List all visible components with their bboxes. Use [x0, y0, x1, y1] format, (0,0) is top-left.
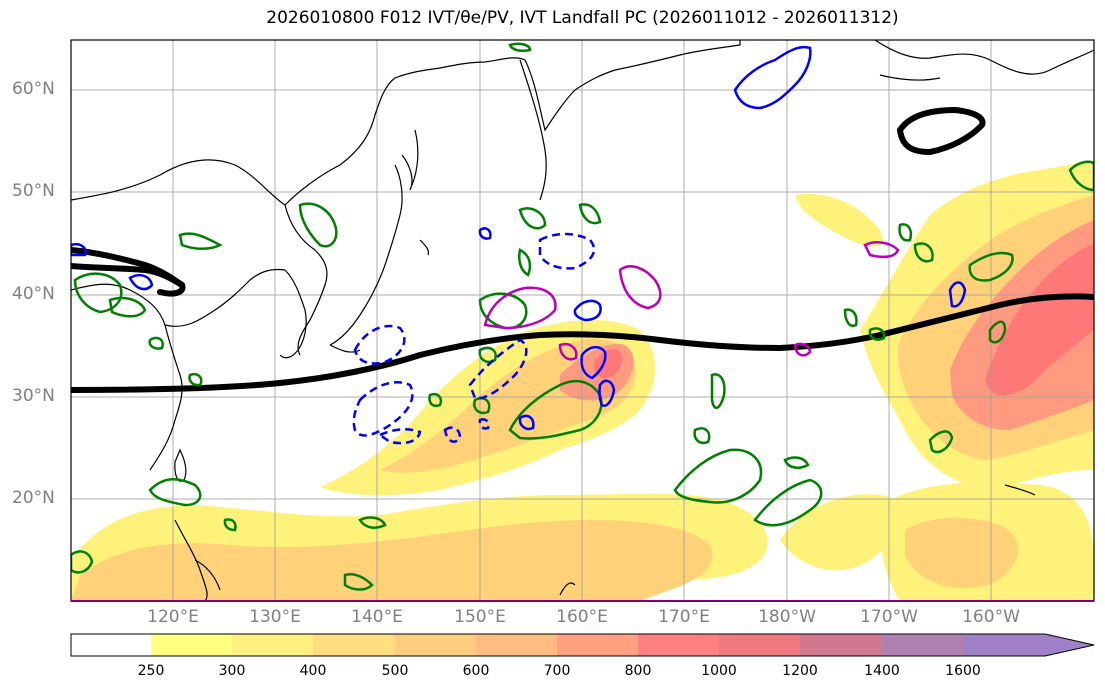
lon-label-160e: 160°E	[556, 607, 608, 627]
lat-label-40n: 40°N	[12, 284, 55, 304]
lon-label-150e: 150°E	[454, 607, 506, 627]
lat-label-50n: 50°N	[12, 181, 55, 201]
lon-label-170e: 170°E	[658, 607, 710, 627]
lon-label-180w: 180°W	[758, 607, 816, 627]
landfall-pc-contour	[71, 106, 1094, 393]
colorbar	[70, 633, 1095, 657]
lat-label-20n: 20°N	[12, 488, 55, 508]
lon-label-160w: 160°W	[962, 607, 1020, 627]
theta-e-contours	[71, 42, 1094, 591]
colorbar-label-400: 400	[299, 663, 327, 679]
colorbar-label-300: 300	[218, 663, 246, 679]
colorbar-label-250: 250	[137, 663, 165, 679]
pv-contours-dashed	[352, 232, 596, 445]
magenta-contours	[483, 241, 900, 361]
map-plot-area	[71, 40, 1094, 601]
lon-label-140e: 140°E	[351, 607, 403, 627]
lon-label-130e: 130°E	[249, 607, 301, 627]
colorbar-label-1200: 1200	[782, 663, 818, 679]
pv-contours-solid	[71, 45, 967, 431]
colorbar-label-500: 500	[381, 663, 409, 679]
lat-label-30n: 30°N	[12, 386, 55, 406]
colorbar-label-800: 800	[624, 663, 652, 679]
colorbar-label-1000: 1000	[701, 663, 737, 679]
lon-label-170w: 170°W	[860, 607, 918, 627]
graticule	[71, 40, 1094, 601]
lon-label-120e: 120°E	[147, 607, 199, 627]
map-title: 2026010800 F012 IVT/θe/PV, IVT Landfall …	[266, 8, 899, 28]
colorbar-label-700: 700	[543, 663, 571, 679]
colorbar-label-1600: 1600	[945, 663, 981, 679]
lat-label-60n: 60°N	[12, 79, 55, 99]
colorbar-label-600: 600	[462, 663, 490, 679]
colorbar-label-1400: 1400	[864, 663, 900, 679]
